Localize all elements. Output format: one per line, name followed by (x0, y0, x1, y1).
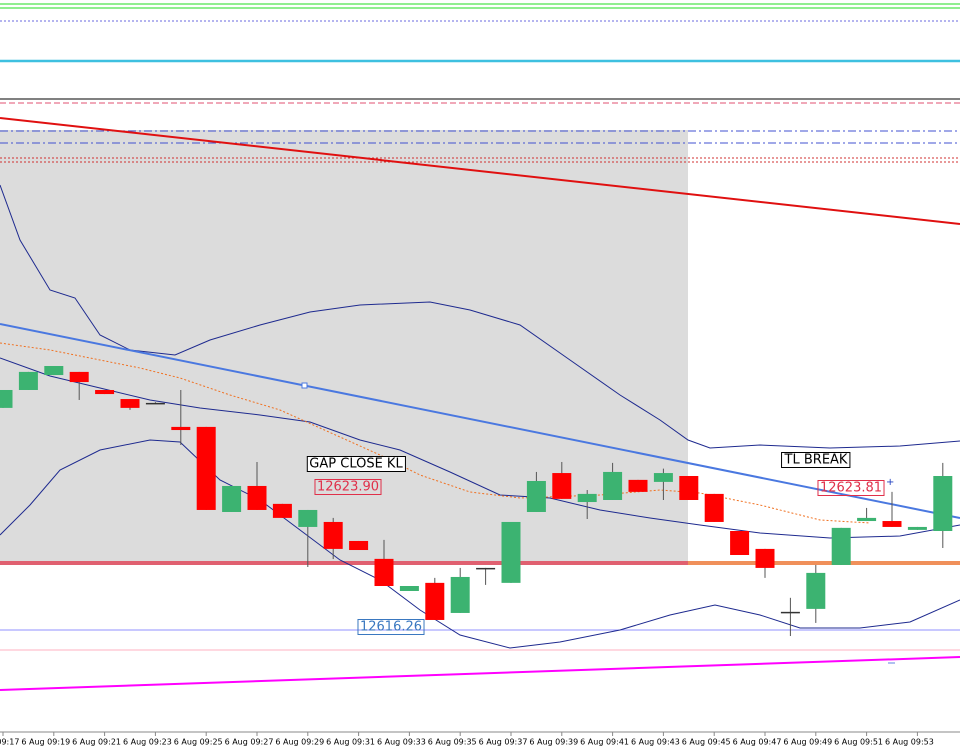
candle-body (18, 371, 38, 390)
annotation: 12623.81 (820, 481, 882, 496)
candle-body (526, 480, 546, 512)
candle-body (425, 582, 445, 620)
annotation-box (314, 479, 382, 495)
candle-body (552, 473, 572, 499)
candle-body (399, 586, 419, 591)
candle-body (196, 426, 216, 510)
annotation-box (306, 456, 406, 472)
candle-body (95, 389, 115, 395)
candle-body (882, 521, 902, 527)
x-tick-label: 6 Aug 09:19 (21, 738, 70, 747)
candle-body (145, 402, 165, 405)
candle-body (171, 426, 191, 431)
x-tick-label: 6 Aug 09:41 (580, 738, 629, 747)
x-tick-label: 6 Aug 09:29 (275, 738, 324, 747)
annotation: TL BREAK (784, 453, 848, 468)
candle-body (69, 371, 89, 383)
candle-body (806, 572, 826, 609)
annotation: 12616.26 (360, 620, 422, 635)
candle-body (247, 485, 267, 510)
marker: + (886, 477, 894, 488)
x-tick-label: 6 Aug 09:53 (885, 738, 934, 747)
candle-body (222, 485, 242, 512)
x-tick-label: 6 Aug 09:39 (529, 738, 578, 747)
annotation-box (817, 480, 885, 496)
trend-line (0, 323, 960, 519)
x-tick-label: 6 Aug 09:49 (783, 738, 832, 747)
candle-body (450, 576, 470, 613)
candle-body (933, 476, 953, 532)
x-tick-label: 6 Aug 09:33 (377, 738, 426, 747)
annotation-box (357, 619, 425, 635)
x-tick-label: 6 Aug 09:17 (0, 738, 19, 747)
candle-body (501, 521, 521, 583)
candle-body (831, 527, 851, 565)
candle-body (857, 517, 877, 522)
band-upper (0, 184, 960, 449)
x-tick-label: 6 Aug 09:37 (479, 738, 528, 747)
candle-body (780, 611, 800, 614)
candle-body (679, 476, 699, 500)
x-tick-label: 6 Aug 09:47 (733, 738, 782, 747)
candle-body (704, 493, 724, 522)
trend-line (0, 117, 960, 225)
annotation: 12623.90 (317, 480, 379, 495)
x-tick-label: 6 Aug 09:21 (72, 738, 121, 747)
annotation-box (781, 452, 851, 468)
x-tick-label: 6 Aug 09:35 (428, 738, 477, 747)
x-tick-label: 6 Aug 09:27 (225, 738, 274, 747)
candle-body (476, 567, 496, 570)
trend-line (0, 656, 960, 691)
x-tick-label: 6 Aug 09:23 (123, 738, 172, 747)
annotation: GAP CLOSE KL (309, 457, 403, 472)
candle-body (755, 548, 775, 568)
candle-body (0, 389, 13, 408)
candle-body (374, 558, 394, 587)
candle-body (577, 493, 597, 503)
band-middle (0, 357, 960, 539)
candles (0, 365, 953, 637)
x-tick-label: 6 Aug 09:43 (631, 738, 680, 747)
anchor (301, 382, 308, 389)
x-tick-label: 6 Aug 09:31 (326, 738, 375, 747)
candle-body (603, 471, 623, 500)
candle-body (272, 503, 292, 518)
candle-body (730, 531, 750, 555)
candle-body (120, 399, 140, 408)
candle-body (44, 365, 64, 376)
candle-body (907, 526, 927, 530)
candle-body (653, 473, 673, 482)
x-tick-label: 6 Aug 09:45 (682, 738, 731, 747)
band-lower (0, 439, 960, 649)
x-tick-label: 6 Aug 09:25 (174, 738, 223, 747)
candle-body (323, 521, 343, 549)
candle-body (298, 509, 318, 527)
candle-body (628, 479, 648, 492)
x-tick-label: 6 Aug 09:51 (834, 738, 883, 747)
candle-body (349, 540, 369, 551)
